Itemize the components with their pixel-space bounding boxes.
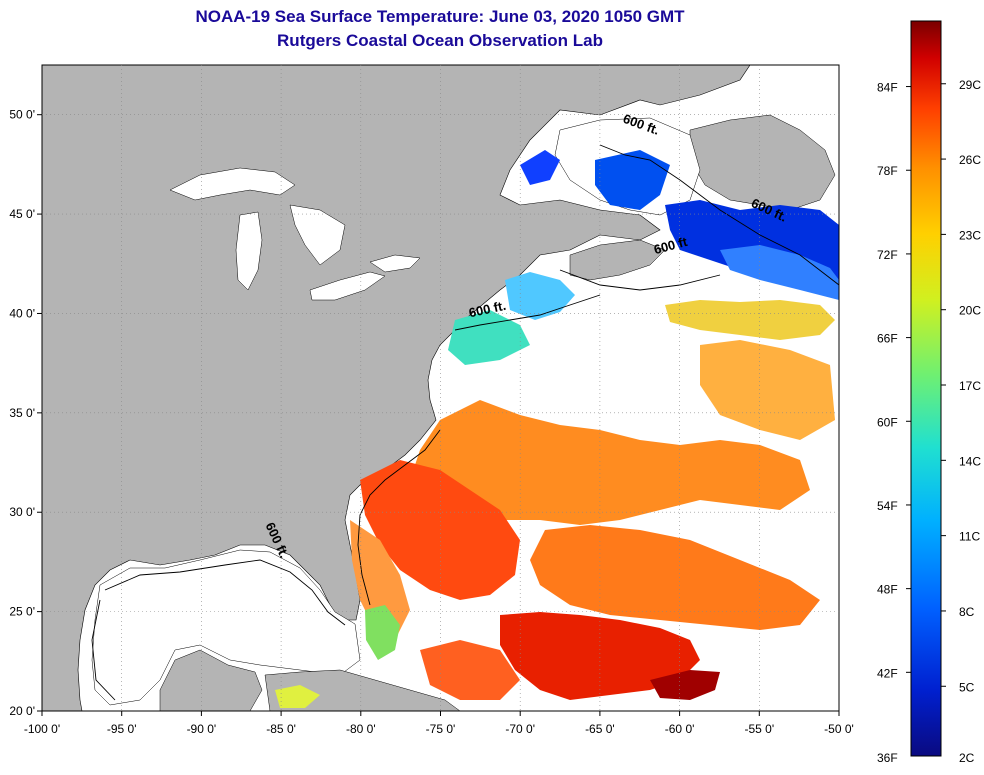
lon-tick-label: -90 0': [187, 722, 217, 736]
colorbar-f-label: 48F: [877, 583, 898, 597]
lake-ontario: [369, 254, 421, 273]
colorbar-c-label: 8C: [959, 605, 975, 619]
colorbar-c-label: 5C: [959, 680, 975, 694]
colorbar-c-label: 29C: [959, 78, 981, 92]
lat-tick-label: 35 0': [9, 406, 35, 420]
colorbar-f-label: 36F: [877, 751, 898, 765]
colorbar: [910, 20, 942, 757]
lon-tick-label: -75 0': [426, 722, 456, 736]
graticule: [42, 65, 839, 711]
lon-tick-label: -70 0': [505, 722, 535, 736]
land-cuba: [264, 669, 461, 711]
sst-overlay: [275, 150, 839, 708]
lat-tick-label: 30 0': [9, 505, 35, 519]
colorbar-f-label: 78F: [877, 164, 898, 178]
map-subtitle: Rutgers Coastal Ocean Observation Lab: [277, 31, 603, 50]
colorbar-c-label: 11C: [959, 530, 980, 544]
colorbar-f-label: 66F: [877, 332, 898, 346]
lat-tick-label: 45 0': [9, 207, 35, 221]
map-title: NOAA-19 Sea Surface Temperature: June 03…: [195, 7, 685, 26]
lake-superior: [169, 167, 296, 201]
lat-tick-label: 40 0': [9, 306, 35, 320]
colorbar-f-label: 60F: [877, 415, 898, 429]
colorbar-f-label: 42F: [877, 666, 898, 680]
lon-tick-label: -55 0': [744, 722, 774, 736]
lon-tick-label: -50 0': [824, 722, 854, 736]
colorbar-f-label: 72F: [877, 248, 898, 262]
colorbar-c-label: 14C: [959, 454, 981, 468]
colorbar-f-label: 54F: [877, 499, 898, 513]
colorbar-c-label: 26C: [959, 153, 981, 167]
lat-tick-label: 20 0': [9, 704, 35, 718]
colorbar-c-label: 17C: [959, 379, 981, 393]
colorbar-c-label: 20C: [959, 304, 981, 318]
lon-tick-label: -95 0': [107, 722, 137, 736]
land-north-america: [42, 65, 751, 711]
colorbar-axis: 36F 42F 48F 54F 60F 66F 72F 78F 84F 2C 5C 8C 11C 14C 1…: [877, 78, 981, 765]
lon-tick-label: -100 0': [24, 722, 60, 736]
lon-tick-label: -80 0': [346, 722, 376, 736]
land-yucatan: [159, 649, 263, 711]
colorbar-f-label: 84F: [877, 81, 898, 95]
colorbar-c-label: 23C: [959, 228, 981, 242]
lon-tick-label: -60 0': [665, 722, 695, 736]
lat-tick-label: 50 0': [9, 108, 35, 122]
map-axes: -100 0' -95 0' -90 0' -85 0' -80 0' -75 0' -70…: [9, 108, 853, 736]
lon-tick-label: -65 0': [585, 722, 615, 736]
lon-tick-label: -85 0': [266, 722, 296, 736]
lake-erie: [309, 271, 386, 301]
lat-tick-label: 25 0': [9, 605, 35, 619]
lake-huron: [289, 204, 346, 266]
land-newfoundland: [689, 114, 836, 211]
colorbar-c-label: 2C: [959, 751, 975, 765]
lake-michigan: [235, 211, 263, 291]
